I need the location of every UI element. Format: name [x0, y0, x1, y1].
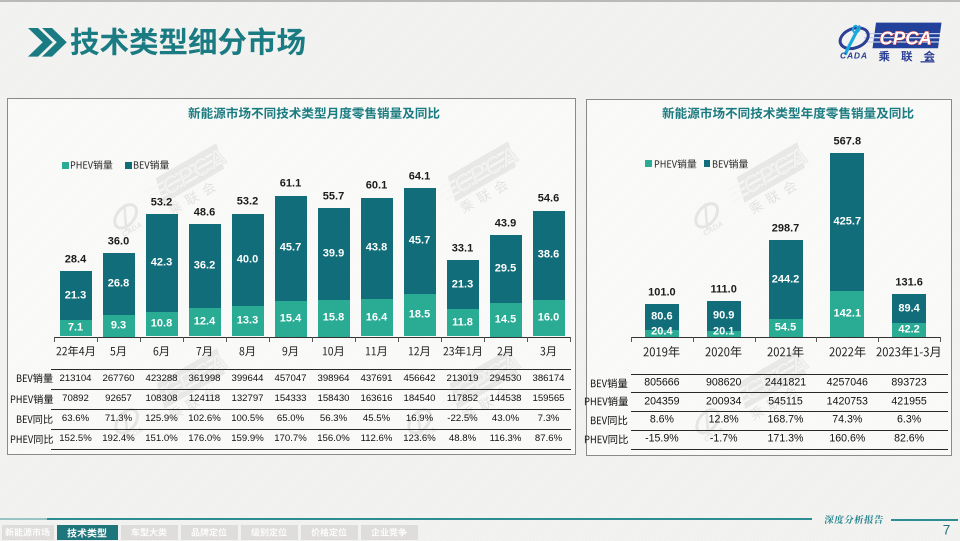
svg-text:CPCA: CPCA	[880, 28, 932, 49]
svg-text:CADA: CADA	[840, 51, 868, 61]
